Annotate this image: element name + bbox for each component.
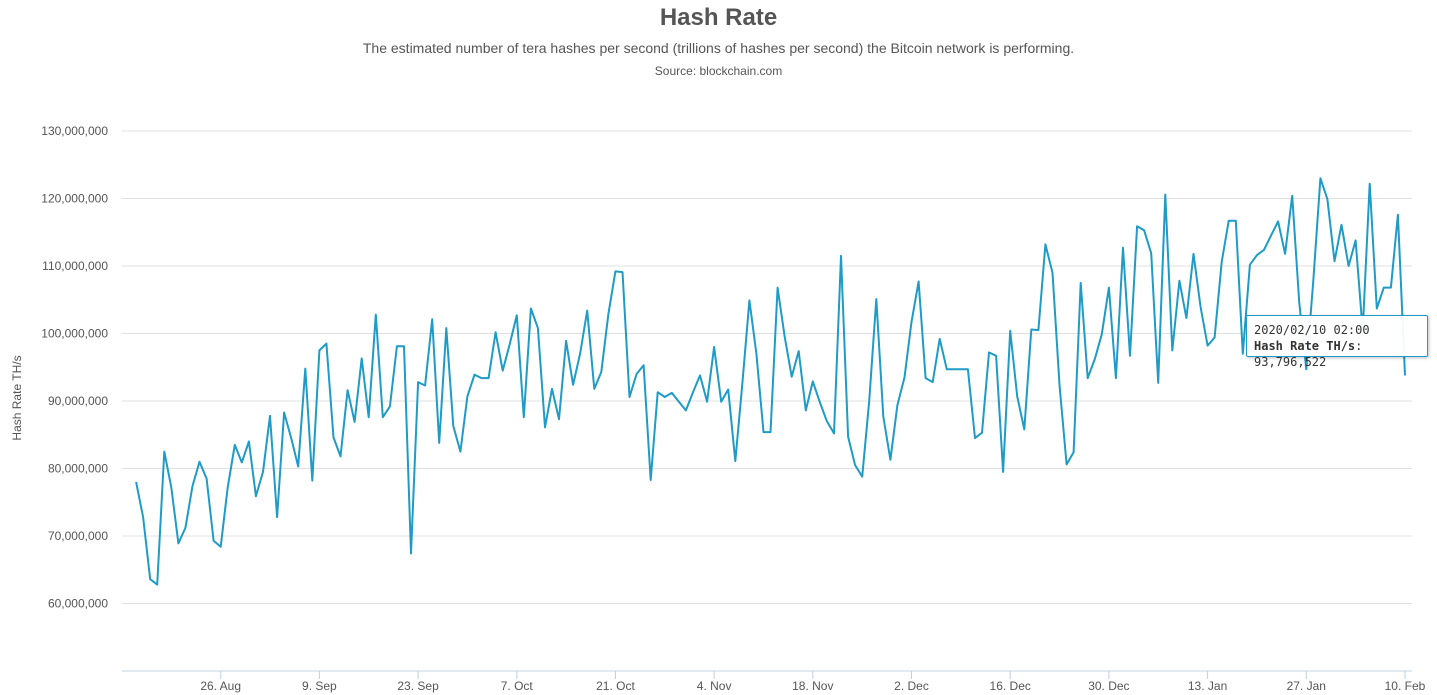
x-tick-label: 23. Sep bbox=[397, 679, 439, 693]
y-tick-label: 130,000,000 bbox=[41, 124, 108, 138]
y-tick-label: 70,000,000 bbox=[48, 529, 108, 543]
chart-title: Hash Rate bbox=[659, 4, 778, 31]
grid-lines bbox=[122, 130, 1412, 604]
x-tick-label: 18. Nov bbox=[792, 679, 833, 693]
y-tick-label: 110,000,000 bbox=[42, 259, 108, 273]
chart-subtitle: The estimated number of tera hashes per … bbox=[362, 40, 1075, 56]
x-tick-label: 9. Sep bbox=[302, 679, 337, 693]
tooltip-value-row: Hash Rate TH/s: 93,796,522 bbox=[1254, 339, 1363, 369]
y-tick-label: 80,000,000 bbox=[48, 462, 108, 476]
y-tick-label: 90,000,000 bbox=[48, 394, 108, 408]
chart-source: Source: blockchain.com bbox=[654, 64, 783, 78]
tooltip-date: 2020/02/10 02:00 bbox=[1254, 323, 1370, 337]
x-tick-label: 4. Nov bbox=[697, 679, 732, 693]
tooltip-value: 93,796,522 bbox=[1254, 355, 1327, 369]
y-tick-label: 60,000,000 bbox=[48, 597, 108, 611]
x-axis: 26. Aug 9. Sep 23. Sep 7. Oct 21. Oct 4. Nov 1… bbox=[122, 670, 1426, 693]
x-tick-label: 16. Dec bbox=[990, 679, 1031, 693]
x-tick-label: 10. Feb bbox=[1385, 679, 1426, 693]
y-axis-title: Hash Rate TH/s bbox=[10, 355, 24, 440]
x-tick-label: 7. Oct bbox=[501, 679, 534, 693]
tooltip-series-label: Hash Rate TH/s bbox=[1254, 339, 1356, 353]
tooltip: 2020/02/10 02:00 Hash Rate TH/s: 93,796,… bbox=[1246, 315, 1428, 369]
x-tick-label: 26. Aug bbox=[200, 679, 241, 693]
y-tick-label: 100,000,000 bbox=[41, 327, 108, 341]
x-tick-label: 30. Dec bbox=[1088, 679, 1129, 693]
x-tick-label: 13. Jan bbox=[1188, 679, 1227, 693]
hash-rate-series-line[interactable] bbox=[135, 177, 1406, 586]
y-tick-label: 120,000,000 bbox=[41, 192, 108, 206]
y-axis-labels: 60,000,000 70,000,000 80,000,000 90,000,000… bbox=[41, 124, 108, 611]
x-tick-label: 27. Jan bbox=[1287, 679, 1326, 693]
x-tick-label: 2. Dec bbox=[894, 679, 929, 693]
x-tick-label: 21. Oct bbox=[596, 679, 635, 693]
